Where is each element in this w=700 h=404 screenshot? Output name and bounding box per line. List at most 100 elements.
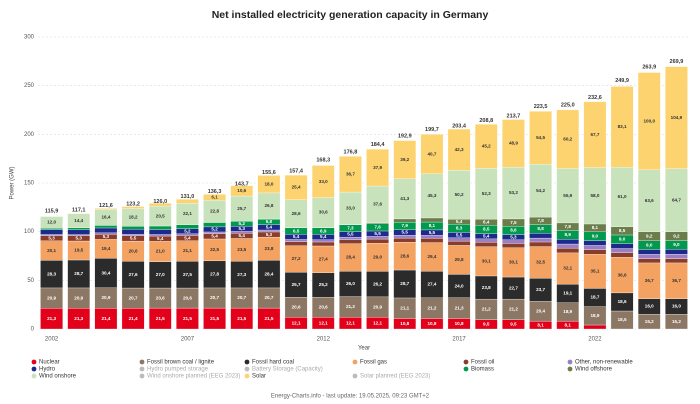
segment-label: 33,0: [346, 205, 355, 210]
bar-segment: [366, 238, 389, 244]
segment-label: 63,6: [645, 198, 654, 203]
bar-segment: [420, 134, 444, 175]
bar-segment: [121, 226, 145, 230]
legend-swatch: [567, 359, 573, 365]
bar-segment: [94, 232, 118, 235]
segment-label: 5,2: [239, 221, 246, 226]
segment-label: 5,4: [483, 233, 490, 238]
segment-label: 5,2: [211, 227, 218, 232]
segment-label: 21,1: [400, 305, 409, 310]
segment-label: 12,1: [292, 320, 301, 325]
segment-label: 5,4: [157, 236, 164, 241]
segment-label: 21,2: [509, 307, 518, 312]
segment-label: 21,3: [47, 316, 56, 321]
bar-segment: [176, 199, 199, 204]
total-label: 115,9: [45, 209, 58, 215]
segment-label: 21,2: [427, 305, 436, 310]
total-label: 249,9: [615, 78, 629, 84]
segment-label: 6,9: [320, 228, 327, 233]
segment-label: 21,0: [156, 249, 165, 254]
segment-label: 28,4: [264, 271, 273, 276]
segment-label: 58,0: [590, 193, 599, 198]
segment-label: 20,7: [264, 295, 273, 300]
segment-label: 5,3: [103, 234, 110, 239]
legend-swatch: [463, 359, 469, 365]
segment-label: 27,8: [210, 272, 219, 277]
segment-label: 18,2: [129, 215, 138, 220]
y-tick-label: 150: [24, 181, 35, 187]
bar-segment: [67, 227, 91, 230]
segment-label: 5,2: [184, 228, 191, 233]
segment-label: 15,2: [672, 319, 681, 324]
segment-label: 5,5: [347, 232, 354, 237]
bar-segment: [610, 248, 634, 253]
segment-label: 20,9: [101, 295, 110, 300]
segment-label: 27,2: [292, 256, 301, 261]
legend-swatch: [139, 373, 145, 379]
segment-label: 18,9: [590, 313, 599, 318]
bar-segment: [529, 237, 552, 243]
y-tick-label: 250: [24, 83, 35, 89]
segment-label: 37,6: [373, 202, 382, 207]
segment-label: 12,1: [373, 320, 382, 325]
legend-label: Hydro: [39, 367, 56, 373]
segment-label: 26,8: [264, 203, 273, 208]
segment-label: 6,1: [211, 195, 218, 200]
legend-swatch: [352, 373, 358, 379]
segment-label: 45,2: [482, 143, 491, 148]
bar-segment: [40, 229, 63, 235]
y-tick-label: 0: [31, 327, 35, 333]
segment-label: 14,4: [74, 218, 83, 223]
total-label: 232,6: [588, 95, 602, 101]
segment-label: 28,7: [400, 281, 409, 286]
y-tick-label: 200: [24, 132, 35, 138]
bar-segment: [94, 208, 118, 210]
bar-segment: [556, 247, 580, 254]
segment-label: 20,7: [237, 295, 246, 300]
segment-label: 23,7: [536, 287, 545, 292]
segment-label: 20,9: [373, 304, 382, 309]
total-label: 184,4: [371, 142, 386, 148]
bar-segment: [583, 324, 607, 330]
bar-segment: [339, 236, 362, 240]
segment-label: 16,0: [672, 304, 681, 309]
segment-label: 9,0: [619, 237, 626, 242]
legend-swatch: [31, 359, 37, 365]
bar-segment: [230, 231, 254, 234]
legend-label: Wind offshore: [575, 367, 613, 373]
segment-label: 41,3: [400, 196, 409, 201]
segment-label: 22,8: [210, 209, 219, 214]
segment-label: 19,4: [101, 246, 110, 251]
bar-segment: [529, 111, 552, 165]
total-label: 143,7: [235, 182, 249, 188]
bar-segment: [610, 252, 634, 258]
total-label: 126,0: [153, 199, 167, 205]
segment-label: 9,0: [592, 233, 599, 238]
bar-segment: [148, 234, 172, 237]
bar-segment: [203, 222, 226, 228]
bar-segment: [257, 229, 281, 233]
total-label: 131,0: [181, 194, 195, 200]
y-axis-label: Power (GW): [10, 166, 16, 199]
segment-label: 8,1: [429, 223, 436, 228]
bar-segment: [121, 229, 145, 235]
segment-label: 5,4: [266, 225, 273, 230]
segment-label: 48,9: [509, 141, 518, 146]
segment-label: 21,2: [482, 307, 491, 312]
segment-label: 29,4: [427, 254, 436, 259]
segment-label: 5,8: [266, 219, 273, 224]
segment-label: 12,1: [346, 320, 355, 325]
total-label: 176,8: [344, 149, 358, 155]
segment-label: 53,2: [509, 190, 518, 195]
segment-label: 7,5: [510, 220, 517, 225]
segment-label: 9,5: [510, 322, 517, 327]
total-label: 199,7: [425, 127, 439, 133]
bar-segment: [366, 236, 389, 240]
segment-label: 8,9: [565, 232, 572, 237]
segment-label: 30,4: [101, 270, 110, 275]
segment-label: 19,1: [563, 291, 572, 296]
segment-label: 28,4: [346, 255, 355, 260]
segment-label: 7,9: [402, 223, 409, 228]
segment-label: 21,1: [183, 248, 192, 253]
